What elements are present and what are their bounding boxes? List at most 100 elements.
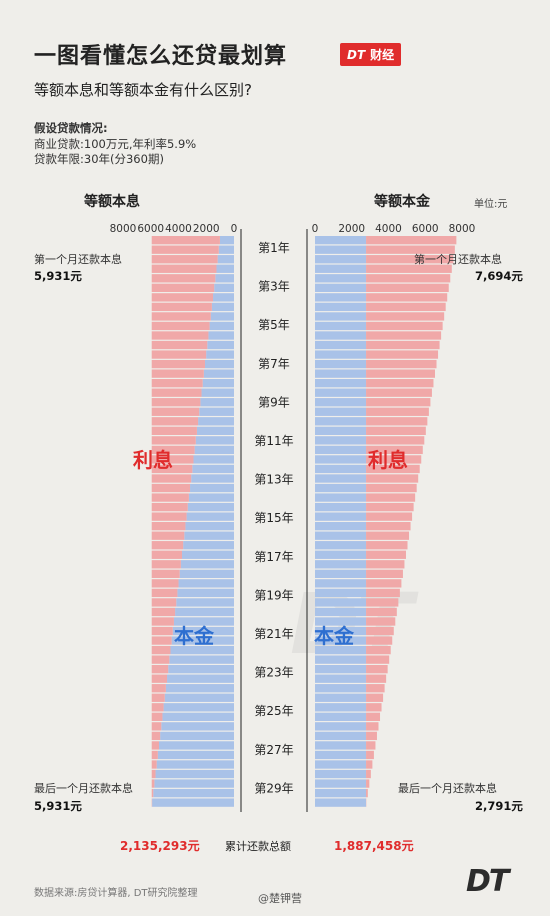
right-first-value: 7,694元 (475, 269, 523, 283)
right-principal-bar (315, 579, 367, 588)
left-interest-bar (151, 741, 159, 750)
right-interest-bar (366, 340, 440, 350)
year-label: 第25年 (254, 704, 293, 718)
right-principal-bar (315, 626, 367, 636)
right-principal-bar (315, 274, 367, 283)
right-principal-bar (315, 331, 367, 340)
right-principal-bar (315, 426, 367, 435)
right-principal-bar (315, 607, 367, 617)
right-last-value: 2,791元 (475, 799, 523, 813)
left-interest-bar (151, 407, 200, 416)
left-interest-bar (151, 579, 179, 588)
right-principal-bar (315, 741, 367, 750)
year-label: 第11年 (254, 434, 293, 448)
left-principal-bar (199, 407, 234, 416)
right-principal-bar (315, 512, 367, 521)
left-interest-bar (151, 760, 157, 769)
left-interest-bar (151, 722, 162, 731)
footer-logo: DT (466, 864, 509, 899)
left-interest-bar (151, 502, 188, 512)
left-interest-bar (151, 398, 201, 407)
right-interest-bar (366, 502, 414, 512)
right-interest-bar (366, 350, 439, 359)
left-principal-bar (180, 560, 234, 569)
right-interest-bar (366, 760, 373, 769)
right-interest-bar (366, 750, 374, 760)
left-interest-bar (151, 255, 218, 264)
left-interest-bar (151, 474, 192, 483)
right-principal-bar (315, 703, 367, 712)
right-principal-bar (315, 312, 367, 321)
right-principal-bar (315, 340, 367, 350)
right-principal-bar (315, 588, 367, 598)
left-principal-bar (173, 617, 234, 626)
right-principal-bar (315, 236, 367, 245)
left-axis-tick: 6000 (137, 223, 164, 235)
left-principal-bar (169, 655, 234, 664)
left-principal-bar (216, 264, 234, 273)
left-interest-bar (151, 359, 205, 369)
right-interest-bar (366, 493, 416, 502)
left-interest-bar (151, 588, 178, 598)
left-principal-bar (188, 493, 234, 502)
right-principal-bar (315, 474, 367, 483)
right-principal-bar (315, 617, 367, 626)
right-interest-bar (366, 512, 413, 521)
right-interest-bar (366, 541, 408, 550)
right-principal-bar (315, 493, 367, 502)
weibo-handle: @楚钾营 (258, 892, 302, 905)
right-interest-bar (366, 255, 454, 264)
right-interest-bar (366, 274, 451, 283)
right-interest-bar (366, 436, 425, 445)
left-principal-bar (204, 359, 234, 369)
right-axis-tick: 8000 (449, 223, 476, 235)
left-principal-bar (160, 731, 234, 741)
year-label: 第23年 (254, 666, 293, 680)
right-principal-bar (315, 407, 367, 416)
year-label: 第29年 (254, 781, 293, 795)
left-interest-bar (151, 769, 156, 779)
left-axis-tick: 8000 (110, 223, 137, 235)
unit-label: 单位:元 (474, 199, 508, 210)
right-interest-bar (366, 779, 370, 788)
right-interest-bar (366, 550, 406, 559)
left-principal-bar (163, 703, 234, 712)
right-interest-bar (366, 741, 376, 750)
left-interest-bar (151, 455, 194, 464)
left-principal-bar (195, 436, 234, 445)
right-principal-bar (315, 569, 367, 578)
left-principal-bar (211, 302, 234, 312)
left-principal-bar (171, 636, 234, 645)
right-principal-bar (315, 445, 367, 455)
left-principal-bar (192, 464, 234, 474)
left-principal-bar (172, 626, 234, 636)
left-principal-bar (210, 312, 234, 321)
right-interest-bar (366, 607, 397, 617)
left-interest-bar (151, 426, 197, 435)
right-total-value: 1,887,458元 (334, 839, 414, 853)
right-principal-bar (315, 436, 367, 445)
right-interest-bar (366, 531, 410, 540)
right-principal-bar (315, 359, 367, 369)
year-label: 第3年 (258, 280, 290, 294)
right-principal-bar (315, 293, 367, 302)
right-interest-bar (366, 321, 443, 331)
left-last-value: 5,931元 (34, 799, 82, 813)
right-interest-bar (366, 636, 393, 645)
left-interest-bar (151, 302, 212, 312)
left-principal-bar (178, 579, 234, 588)
left-first-value: 5,931元 (34, 269, 82, 283)
year-label: 第1年 (258, 241, 290, 255)
right-principal-bar (315, 560, 367, 569)
right-principal-bar (315, 502, 367, 512)
right-principal-label: 本金 (314, 624, 354, 648)
left-interest-bar (151, 379, 203, 388)
left-interest-bar (151, 693, 165, 702)
right-interest-bar (366, 560, 405, 569)
right-principal-bar (315, 750, 367, 760)
left-principal-bar (170, 645, 234, 655)
right-interest-bar (366, 236, 457, 245)
right-principal-bar (315, 388, 367, 397)
left-principal-bar (217, 255, 234, 264)
left-interest-bar (151, 703, 164, 712)
